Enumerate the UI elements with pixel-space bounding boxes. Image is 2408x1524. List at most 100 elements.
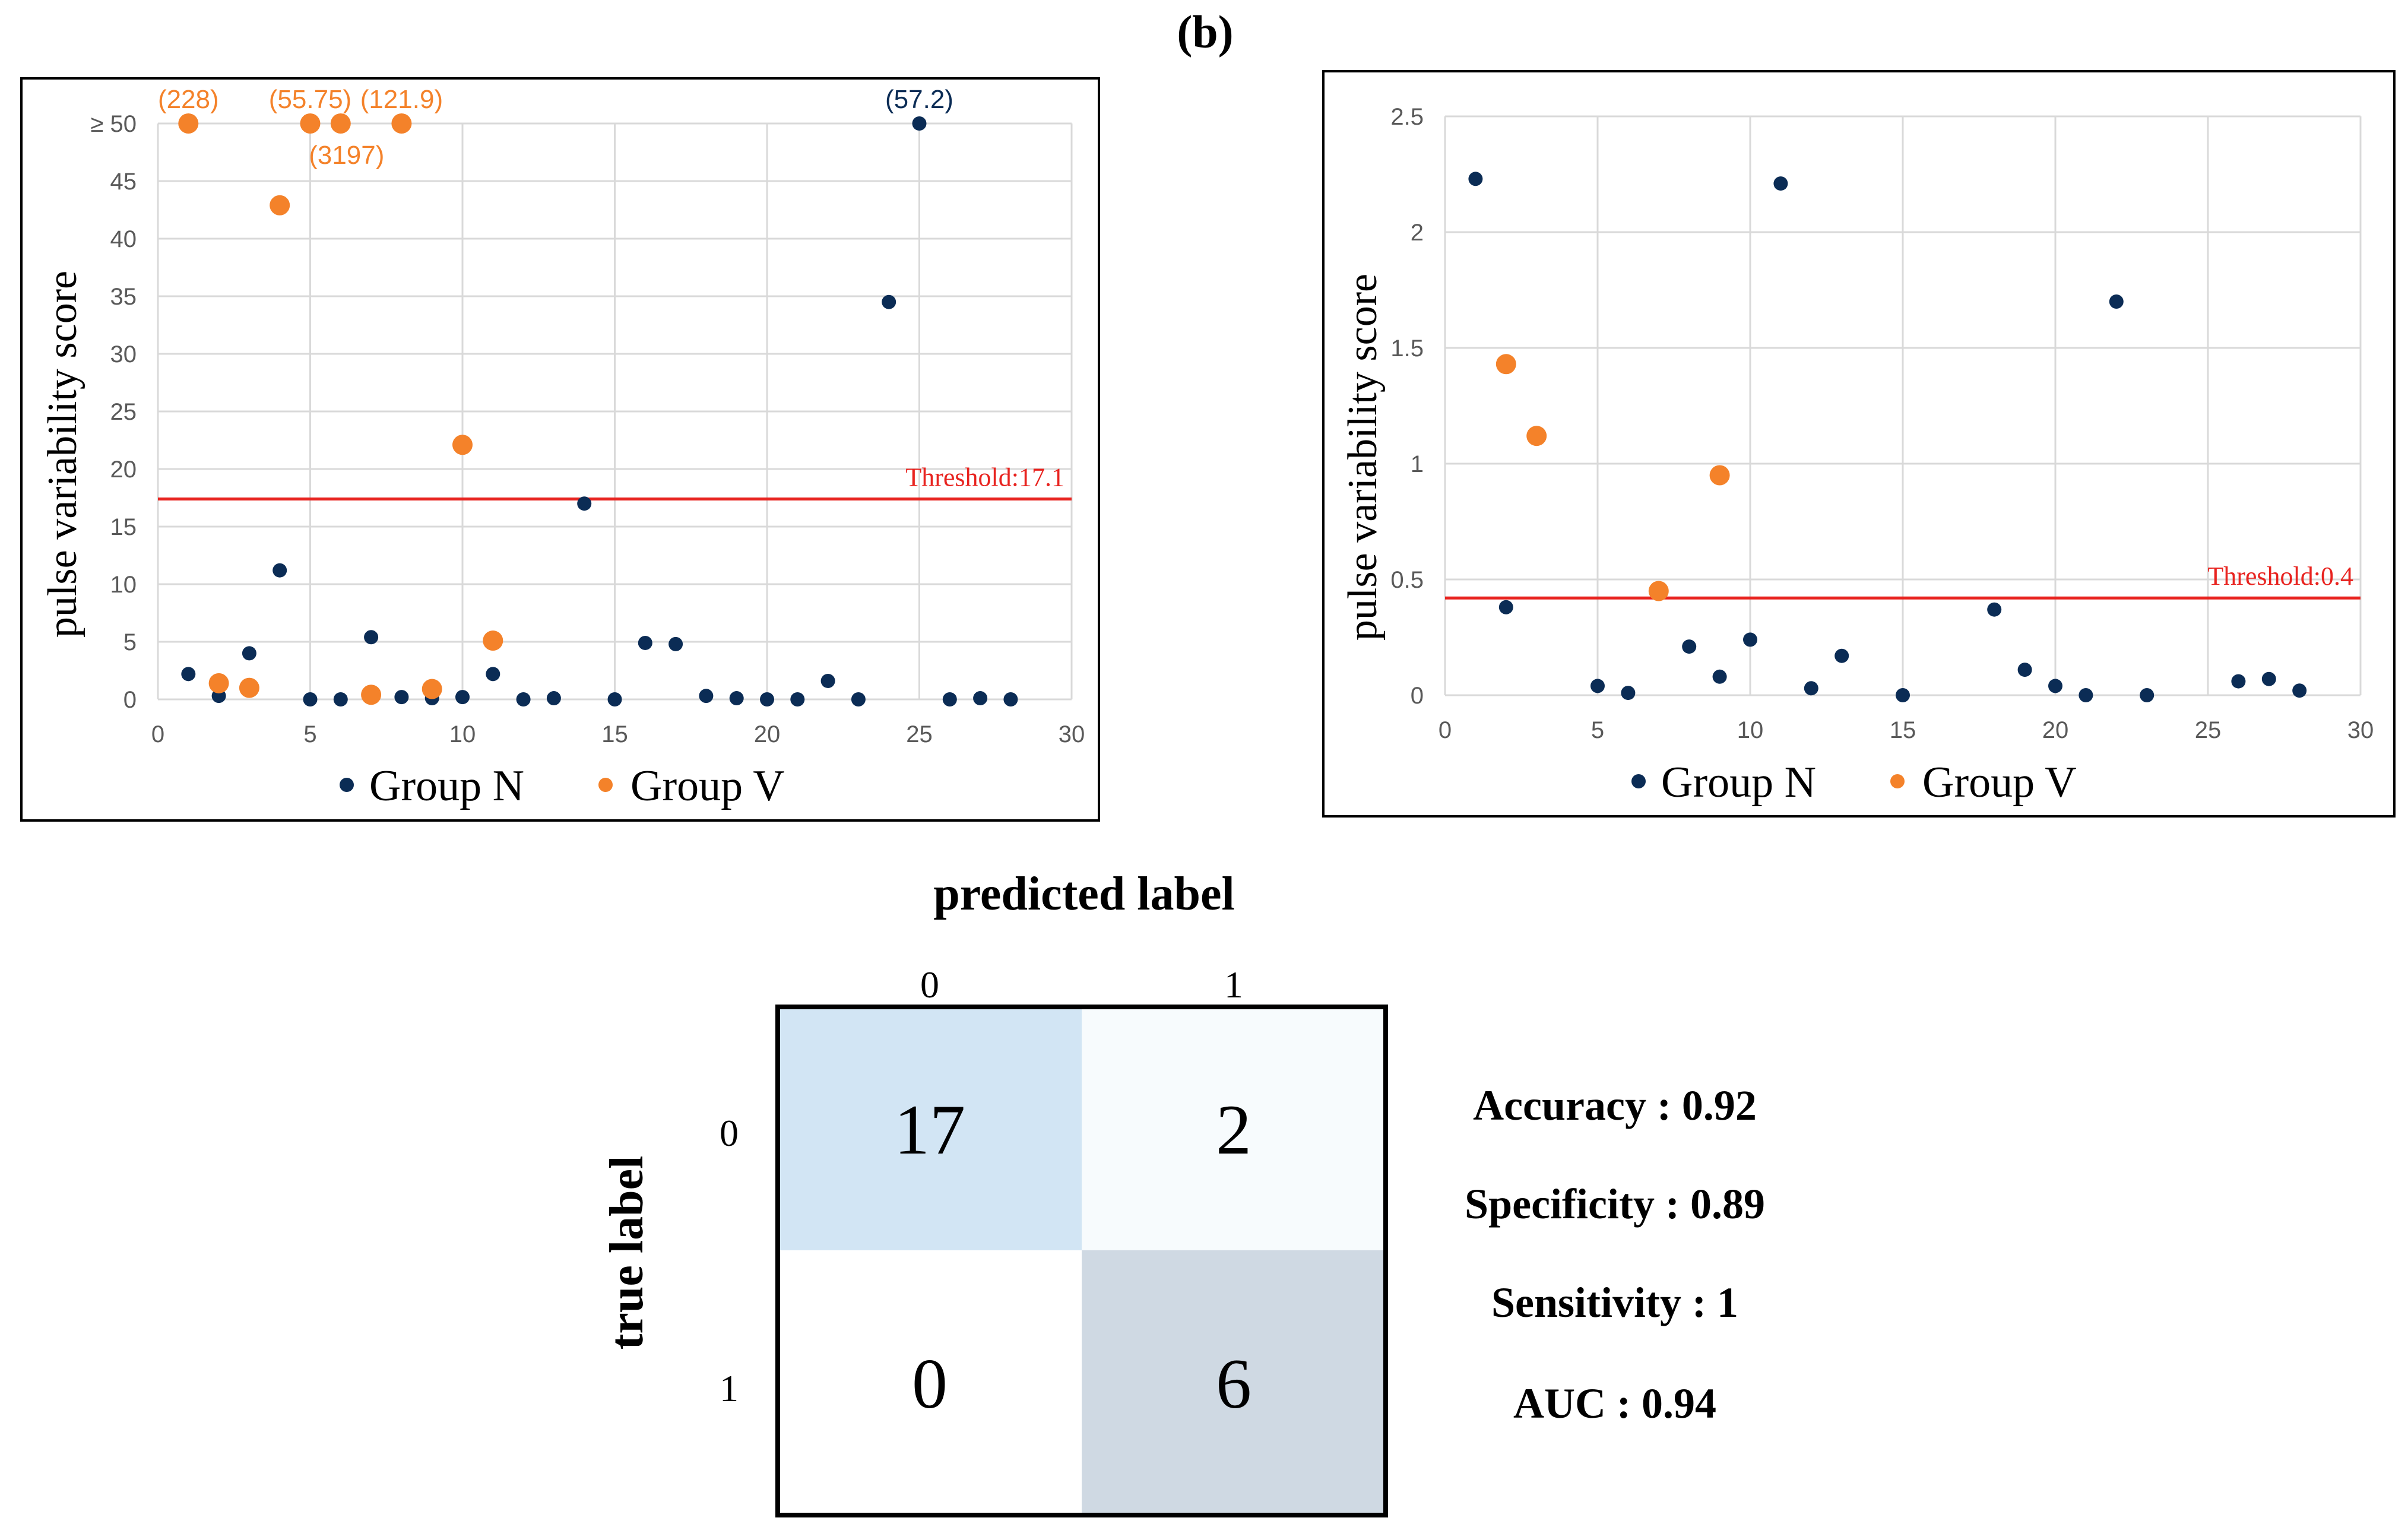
point-group-n — [912, 116, 927, 131]
y-tick-label: 2 — [1411, 220, 1424, 246]
y-tick-label: 35 — [110, 284, 137, 310]
legend-label-group-v: Group V — [1922, 758, 2077, 807]
outlier-value-annotation: (121.9) — [360, 85, 443, 114]
point-group-n — [333, 692, 348, 706]
x-tick-label: 0 — [1439, 717, 1452, 743]
cm-col-label-0: 0 — [920, 964, 939, 1006]
point-group-n — [1743, 632, 1757, 647]
y-tick-label: 30 — [110, 341, 137, 367]
cm-cell-value: 17 — [894, 1090, 965, 1169]
cm-row-label-1: 1 — [720, 1367, 739, 1409]
x-tick-label: 15 — [601, 721, 628, 747]
chart-left: 0 5 10 15 20 25 30 0 5 10 15 20 25 30 35 40 45 ≥ 50 Thre… — [20, 77, 1100, 822]
chart-right: 0 5 10 15 20 25 30 00.511.522.5 Threshold:0.4 … — [1322, 70, 2396, 818]
cm-cell — [1082, 1250, 1386, 1515]
x-tick-label: 10 — [449, 721, 476, 747]
y-tick-label: ≥ 50 — [90, 111, 137, 137]
metrics: Accuracy : 0.92 Specificity : 0.89 Sensi… — [1465, 1082, 1765, 1427]
legend-marker-group-n — [340, 778, 354, 792]
y-tick-label: 10 — [110, 572, 137, 598]
outlier-value-annotation: (3197) — [309, 141, 384, 170]
metric-sensitivity: Sensitivity : 1 — [1491, 1279, 1738, 1326]
point-group-n — [364, 630, 379, 645]
point-group-n — [1896, 688, 1910, 702]
point-group-n — [851, 692, 866, 706]
point-group-n — [1682, 639, 1697, 654]
cm-cell-value: 6 — [1216, 1344, 1251, 1423]
point-group-v — [1526, 426, 1547, 446]
point-group-v — [300, 113, 321, 134]
point-group-n — [2079, 688, 2093, 702]
point-group-v — [270, 195, 290, 216]
point-group-n — [790, 692, 805, 706]
legend-label-group-n: Group N — [369, 762, 524, 810]
y-tick-label: 0 — [1411, 683, 1424, 709]
point-group-n — [1498, 600, 1513, 614]
point-group-n — [546, 691, 561, 706]
point-group-v — [330, 113, 351, 134]
point-group-n — [303, 692, 318, 706]
point-group-n — [607, 692, 622, 706]
point-group-n — [1834, 648, 1849, 663]
point-group-n — [973, 691, 988, 706]
y-tick-label: 40 — [110, 226, 137, 252]
point-group-n — [577, 496, 592, 511]
point-group-n — [1804, 681, 1818, 696]
point-group-v — [391, 113, 412, 134]
chart-left-y-ticks: 0 5 10 15 20 25 30 35 40 45 ≥ 50 — [90, 111, 137, 713]
point-group-v — [452, 435, 473, 455]
point-group-n — [1590, 679, 1605, 693]
point-group-n — [242, 646, 256, 661]
y-tick-label: 0 — [123, 687, 137, 713]
confusion-matrix: predicted label true label 17 2 0 6 0 1 0 1 — [601, 868, 1388, 1517]
point-group-n — [668, 636, 683, 651]
chart-left-y-axis-label: pulse variability score — [40, 271, 85, 638]
point-group-n — [2109, 294, 2124, 309]
chart-left-annotations: (228) (55.75) (3197) (121.9) (57.2) — [158, 85, 953, 170]
y-tick-label: 0.5 — [1390, 567, 1424, 593]
cm-row-label-0: 0 — [720, 1112, 739, 1154]
point-group-n — [638, 635, 652, 650]
metric-specificity: Specificity : 0.89 — [1465, 1180, 1765, 1228]
x-tick-label: 5 — [303, 721, 316, 747]
chart-right-x-ticks: 0 5 10 15 20 25 30 — [1439, 717, 2374, 743]
chart-left-threshold-label: Threshold:17.1 — [905, 462, 1064, 492]
point-group-v — [239, 677, 259, 698]
point-group-n — [2048, 679, 2062, 693]
point-group-n — [273, 563, 287, 578]
point-group-n — [1468, 172, 1483, 186]
chart-left-legend: Group N Group V — [340, 762, 785, 810]
y-tick-label: 15 — [110, 514, 137, 540]
x-tick-label: 20 — [754, 721, 781, 747]
y-tick-label: 2.5 — [1390, 104, 1424, 130]
outlier-value-annotation: (57.2) — [885, 85, 953, 114]
chart-right-frame — [1322, 70, 2396, 818]
cm-cell — [778, 1007, 1082, 1250]
point-group-n — [1987, 602, 2002, 617]
x-tick-label: 30 — [1059, 721, 1085, 747]
point-group-n — [2017, 663, 2032, 677]
point-group-n — [181, 667, 196, 682]
y-tick-label: 1.5 — [1390, 335, 1424, 362]
chart-left-grid — [157, 122, 1073, 701]
metric-accuracy: Accuracy : 0.92 — [1473, 1082, 1757, 1129]
cm-cell — [778, 1250, 1082, 1515]
point-group-v — [483, 630, 503, 651]
y-tick-label: 20 — [110, 457, 137, 483]
y-tick-label: 45 — [110, 169, 137, 195]
chart-right-points — [1468, 172, 2307, 702]
chart-right-threshold-label: Threshold:0.4 — [2207, 562, 2353, 591]
outlier-value-annotation: (228) — [158, 85, 219, 114]
point-group-v — [1648, 581, 1669, 601]
point-group-v — [422, 679, 442, 699]
point-group-n — [1621, 686, 1636, 701]
outlier-value-annotation: (55.75) — [269, 85, 351, 114]
chart-left-frame — [20, 77, 1100, 822]
chart-right-y-axis-label: pulse variability score — [1340, 274, 1386, 641]
legend-label-group-v: Group V — [630, 762, 785, 810]
point-group-n — [516, 692, 531, 706]
metric-auc: AUC : 0.94 — [1513, 1380, 1716, 1427]
point-group-n — [1773, 176, 1788, 191]
x-tick-label: 0 — [151, 721, 164, 747]
